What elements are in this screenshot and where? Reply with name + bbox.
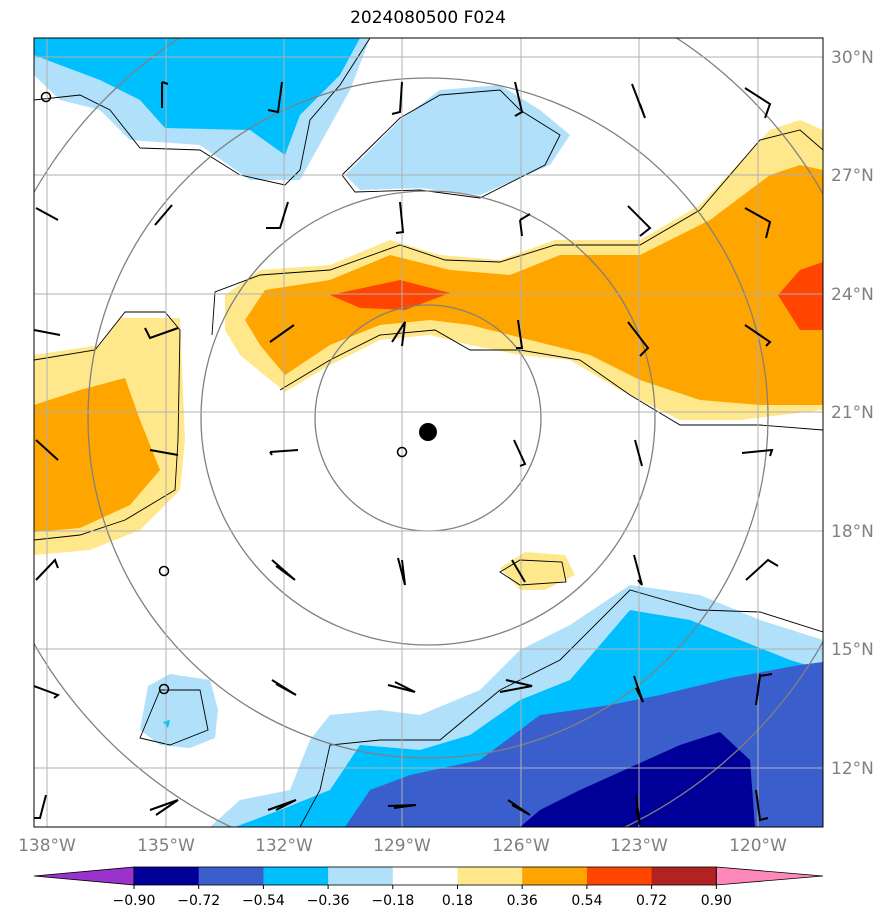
- colorbar-segment: [522, 867, 588, 885]
- map-title: 2024080500 F024: [350, 8, 506, 28]
- lat-label: 15°N: [831, 640, 874, 660]
- colorbar-segment: [392, 867, 458, 885]
- colorbar-tick-label: −0.18: [371, 893, 414, 909]
- colorbar-segment: [651, 867, 717, 885]
- lon-label: 129°W: [373, 836, 431, 856]
- colorbar-frame: [133, 866, 717, 886]
- colorbar-segment: [263, 867, 329, 885]
- colorbar-segment: [198, 867, 264, 885]
- colorbar-segment: [134, 867, 200, 885]
- lat-label: 30°N: [831, 48, 874, 68]
- shaded-field: [34, 38, 823, 827]
- lat-label: 18°N: [831, 522, 874, 542]
- negative-anomaly-south-core: [520, 732, 755, 827]
- wind-barbs: [34, 81, 779, 826]
- colorbar-segment: [328, 867, 394, 885]
- negative-anomaly-blob-southwest: [140, 674, 218, 748]
- colorbar: −0.90 −0.72 −0.54 −0.36 −0.18 0.18 0.36 0.54 0.7…: [33, 866, 824, 909]
- positive-anomaly-west-core: [34, 378, 160, 532]
- colorbar-extension-high: [715, 866, 824, 886]
- storm-center-marker: [419, 423, 437, 441]
- positive-anomaly-peak-center: [330, 280, 450, 310]
- longitude-labels: 138°W 135°W 132°W 129°W 126°W 123°W 120°…: [18, 836, 787, 856]
- lon-label: 123°W: [610, 836, 668, 856]
- colorbar-tick-label: 0.54: [571, 893, 602, 909]
- negative-anomaly-region-north-core: [34, 38, 360, 155]
- colorbar-tick-label: −0.90: [113, 893, 156, 909]
- colorbar-segment: [457, 867, 523, 885]
- latitude-labels: 30°N 27°N 24°N 21°N 18°N 15°N 12°N: [831, 48, 874, 779]
- colorbar-extension-low: [33, 866, 135, 886]
- plot-frame: [33, 37, 824, 828]
- lat-label: 27°N: [831, 166, 874, 186]
- calm-wind-markers: [40, 91, 408, 695]
- positive-anomaly-band-core: [245, 165, 823, 405]
- colorbar-segment: [586, 867, 653, 885]
- lat-label: 12°N: [831, 759, 874, 779]
- positive-anomaly-peak-east: [778, 262, 823, 330]
- lon-label: 120°W: [729, 836, 787, 856]
- lat-label: 21°N: [831, 403, 874, 423]
- colorbar-tick-label: 0.36: [507, 893, 538, 909]
- lon-label: 132°W: [255, 836, 313, 856]
- colorbar-tick-label: 0.72: [636, 893, 667, 909]
- lon-label: 126°W: [492, 836, 550, 856]
- lon-label: 135°W: [137, 836, 195, 856]
- lat-label: 24°N: [831, 285, 874, 305]
- colorbar-tick-label: 0.90: [701, 893, 732, 909]
- colorbar-tick-label: 0.18: [442, 893, 473, 909]
- colorbar-tick-label: −0.36: [307, 893, 350, 909]
- lon-label: 138°W: [18, 836, 76, 856]
- colorbar-tick-label: −0.72: [177, 893, 220, 909]
- negative-anomaly-blob-center: [345, 85, 570, 195]
- colorbar-tick-label: −0.54: [242, 893, 285, 909]
